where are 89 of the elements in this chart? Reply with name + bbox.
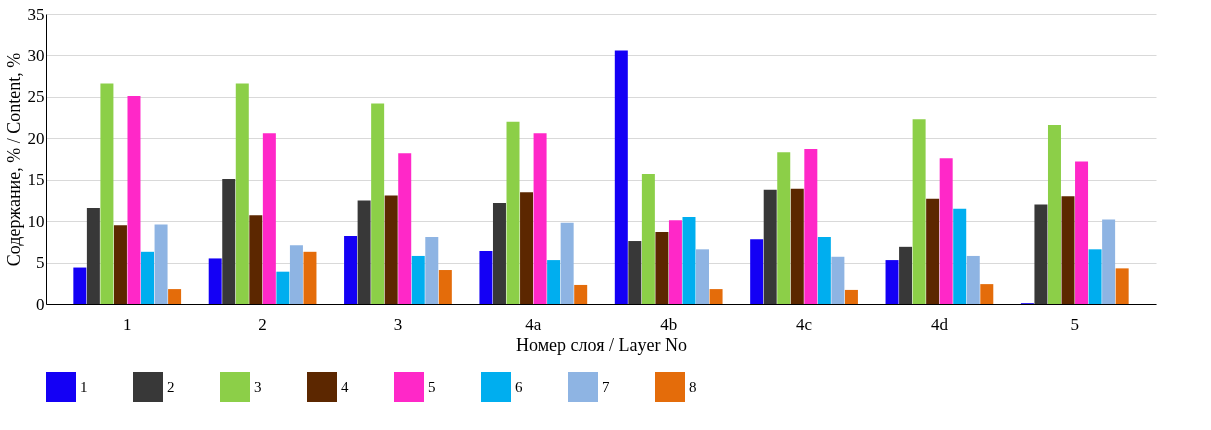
- bar: [479, 250, 493, 304]
- y-tick-label: 10: [27, 211, 45, 231]
- bar: [1075, 161, 1089, 304]
- bar: [926, 198, 940, 304]
- bar: [154, 224, 168, 304]
- legend-label: 3: [254, 379, 262, 395]
- bar: [492, 202, 506, 304]
- x-tick-label: 3: [393, 314, 403, 334]
- bar: [709, 289, 723, 304]
- bar: [1047, 125, 1061, 304]
- y-tick-label: 5: [36, 253, 45, 273]
- bar: [1102, 219, 1116, 304]
- bar: [344, 236, 358, 304]
- bar: [817, 236, 831, 304]
- bar: [86, 207, 100, 304]
- bar: [1061, 196, 1075, 304]
- bar: [668, 220, 682, 304]
- bar: [560, 222, 574, 304]
- bar: [262, 133, 276, 304]
- bar: [1034, 204, 1048, 304]
- x-axis-title: Номер слоя / Layer No: [516, 334, 687, 355]
- bar: [113, 225, 127, 304]
- legend-label: 1: [80, 379, 88, 395]
- y-tick-label: 15: [27, 170, 45, 190]
- y-tick-label: 20: [27, 128, 45, 148]
- bar: [208, 258, 222, 304]
- bar: [966, 255, 980, 304]
- bar: [371, 103, 385, 304]
- x-tick-label: 2: [258, 314, 267, 334]
- bar: [168, 289, 182, 304]
- bar: [73, 267, 87, 304]
- bar: [939, 158, 953, 304]
- bar: [763, 189, 777, 304]
- bar: [384, 195, 398, 304]
- bar: [696, 249, 710, 304]
- bar: [235, 83, 249, 304]
- bar: [398, 153, 412, 304]
- bar: [912, 119, 926, 304]
- x-tick-label: 4b: [660, 314, 678, 334]
- bar: [533, 133, 547, 304]
- legend-label: 7: [602, 379, 610, 395]
- bar: [411, 255, 425, 304]
- bar: [628, 241, 642, 304]
- legend-label: 8: [689, 379, 697, 395]
- bar: [790, 188, 804, 304]
- y-tick-label: 25: [27, 87, 45, 107]
- legend-label: 6: [515, 379, 523, 395]
- bar: [249, 215, 263, 304]
- x-tick-label: 4d: [930, 314, 949, 334]
- bar: [303, 251, 317, 304]
- bar: [520, 192, 534, 304]
- bar: [641, 173, 655, 304]
- y-tick-label: 30: [27, 45, 45, 65]
- bar: [100, 83, 114, 304]
- bar: [289, 245, 303, 304]
- x-tick-label: 4a: [525, 314, 542, 334]
- bar: [614, 50, 628, 304]
- x-tick-label: 1: [122, 314, 132, 334]
- bar: [777, 152, 791, 304]
- bar: [1115, 268, 1129, 304]
- bar: [750, 239, 764, 304]
- bar: [425, 236, 439, 304]
- x-tick-label: 4c: [796, 314, 813, 334]
- bar: [357, 200, 371, 304]
- bar: [980, 284, 994, 304]
- bar: [953, 208, 967, 304]
- bar: [574, 284, 588, 304]
- bar: [276, 271, 290, 304]
- bar: [831, 256, 845, 304]
- bar: [547, 260, 561, 304]
- legend-label: 5: [428, 379, 436, 395]
- bar: [844, 289, 858, 304]
- bar: [1088, 249, 1102, 304]
- y-tick-label: 0: [36, 294, 45, 314]
- bar: [899, 246, 913, 304]
- bar: [222, 178, 236, 304]
- y-axis-title: Содержание, % / Content, %: [3, 52, 24, 267]
- bar: [438, 270, 452, 304]
- bar: [885, 260, 899, 304]
- legend-label: 2: [167, 379, 175, 395]
- bar: [127, 96, 141, 304]
- bar: [804, 149, 818, 304]
- y-tick-label: 35: [27, 4, 45, 24]
- x-tick-label: 5: [1070, 314, 1080, 334]
- bar: [506, 121, 520, 304]
- bar: [655, 231, 669, 304]
- bar: [141, 251, 155, 304]
- legend-label: 4: [341, 379, 349, 395]
- bar: [682, 217, 696, 304]
